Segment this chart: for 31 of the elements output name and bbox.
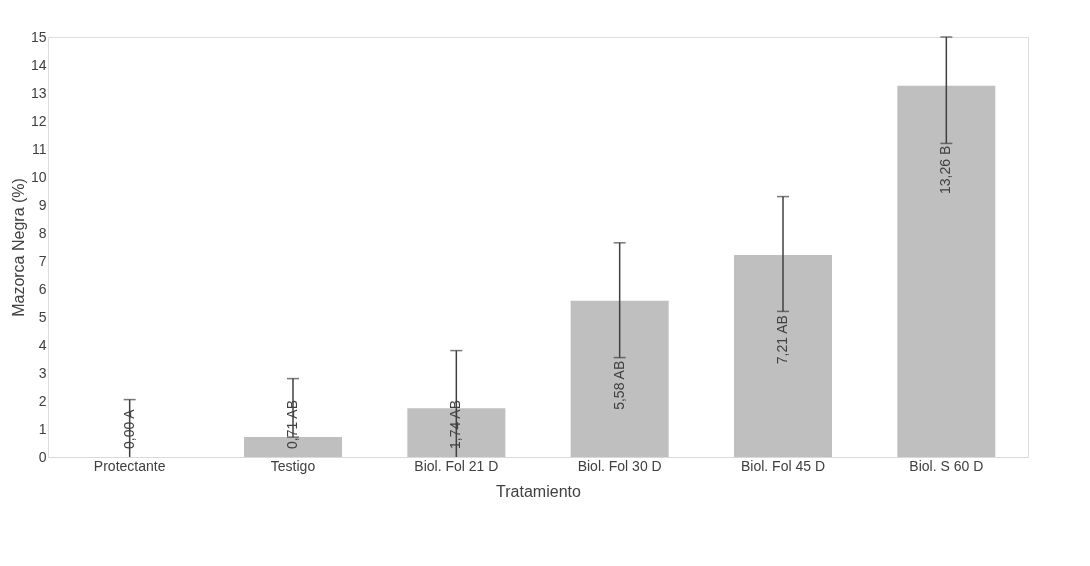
data-label: 5,58 AB [610, 360, 627, 410]
x-tick-label: Biol. S 60 D [909, 457, 984, 474]
y-axis-title: Mazorca Negra (%) [9, 178, 27, 317]
x-tick-label: Protectante [93, 457, 166, 474]
y-tick-label: 10 [30, 168, 47, 185]
data-label: 0,71 AB [284, 399, 300, 449]
bar [570, 300, 669, 457]
y-tick-label: 11 [31, 140, 47, 157]
bar [897, 85, 996, 457]
y-tick-label: 14 [30, 56, 47, 73]
y-tick-label: 9 [38, 196, 47, 213]
y-tick-label: 13 [30, 84, 47, 101]
data-label: 13,26 B [937, 145, 954, 194]
y-tick-label: 1 [38, 420, 47, 437]
bar [734, 255, 832, 457]
y-tick-label: 8 [38, 224, 47, 241]
y-tick-label: 4 [38, 336, 47, 353]
y-tick-label: 6 [38, 280, 47, 297]
y-tick-label: 15 [30, 28, 47, 45]
y-tick-label: 0 [38, 448, 47, 465]
y-tick-label: 2 [38, 392, 47, 409]
y-tick-label: 12 [30, 112, 47, 129]
data-label: 7,21 AB [774, 315, 790, 365]
y-tick-label: 3 [38, 364, 47, 381]
x-tick-label: Biol. Fol 21 D [414, 457, 499, 474]
x-axis-title: Tratamiento [496, 482, 581, 500]
x-tick-label: Testigo [270, 457, 316, 474]
y-tick-label: 7 [38, 252, 47, 269]
x-tick-label: Biol. Fol 45 D [740, 457, 826, 474]
y-tick-label: 5 [38, 308, 47, 325]
x-tick-label: Biol. Fol 30 D [577, 457, 662, 474]
